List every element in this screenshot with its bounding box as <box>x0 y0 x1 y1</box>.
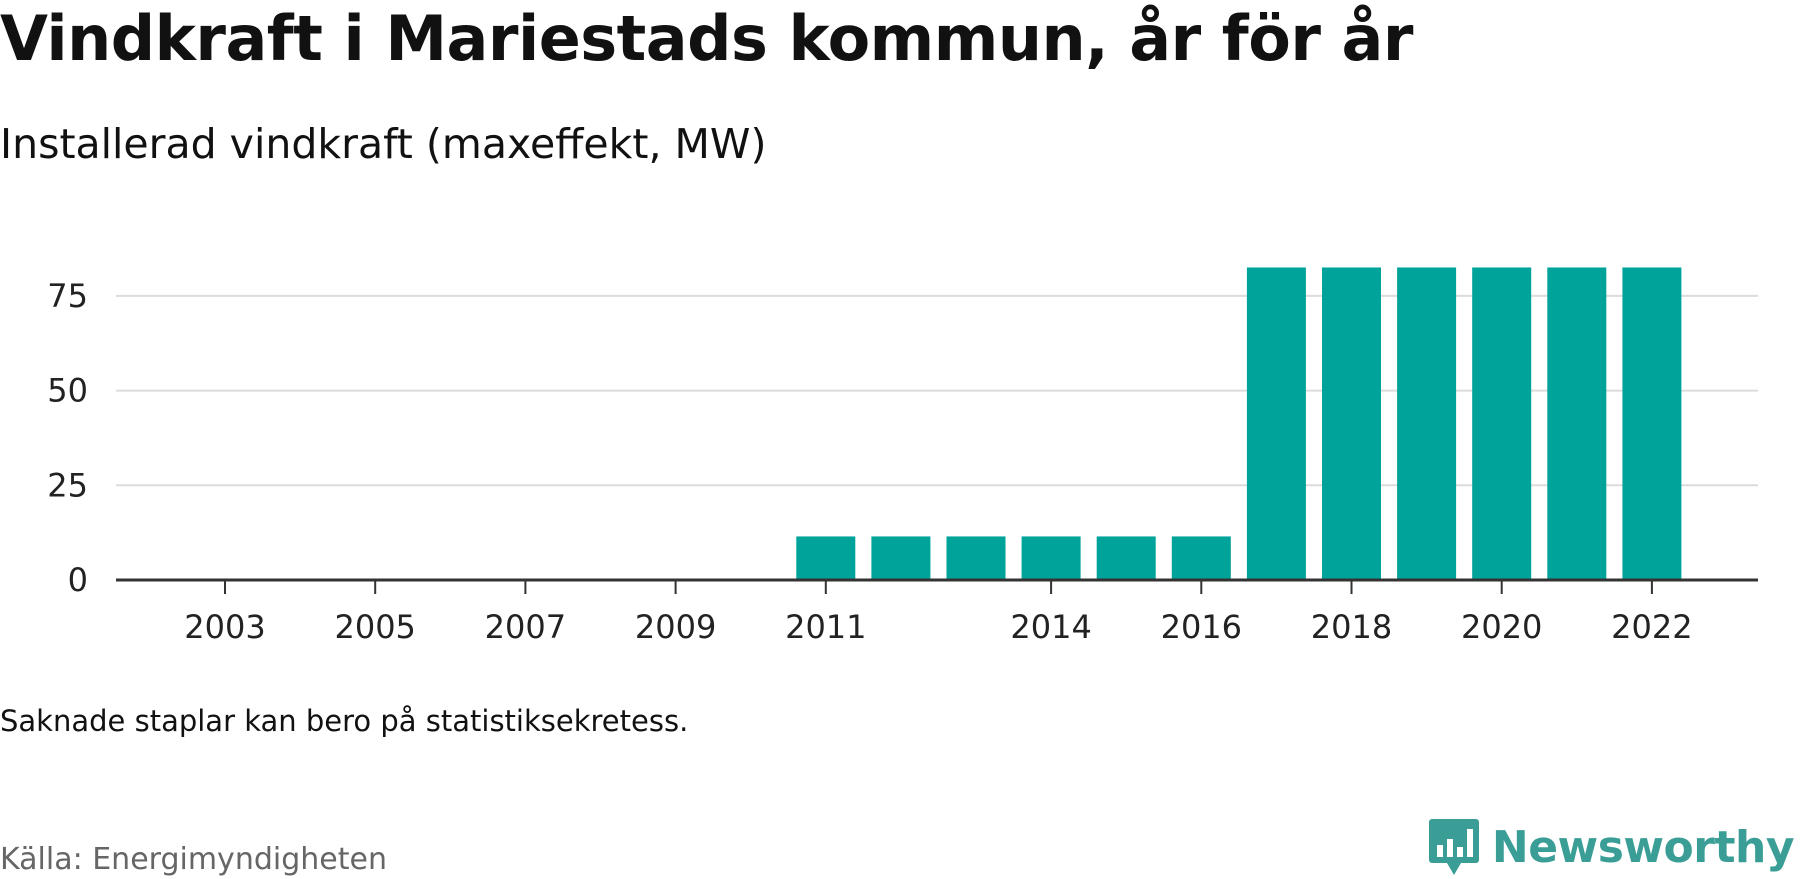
brand-logo: Newsworthy <box>1428 817 1795 877</box>
bar-2019 <box>1397 267 1457 580</box>
x-tick-label: 2007 <box>485 608 566 646</box>
bar-2015 <box>1096 536 1156 580</box>
x-tick-label: 2003 <box>184 608 265 646</box>
chart-title: Vindkraft i Mariestads kommun, år för år <box>0 2 1413 75</box>
x-tick-label: 2022 <box>1611 608 1692 646</box>
y-tick-label: 75 <box>47 277 88 315</box>
bar-2016 <box>1171 536 1231 580</box>
bar-2020 <box>1472 267 1532 580</box>
bar-2021 <box>1547 267 1607 580</box>
x-tick-label: 2005 <box>334 608 415 646</box>
bars <box>796 267 1682 580</box>
bar-2018 <box>1322 267 1381 580</box>
bar-2017 <box>1246 267 1306 580</box>
bar-2013 <box>946 536 1006 580</box>
x-tick-label: 2020 <box>1461 608 1542 646</box>
bar-2014 <box>1021 536 1081 580</box>
x-tick-label: 2014 <box>1010 608 1091 646</box>
chart-subtitle: Installerad vindkraft (maxeffekt, MW) <box>0 120 767 168</box>
x-tick-label: 2009 <box>635 608 716 646</box>
chart-source: Källa: Energimyndigheten <box>0 842 387 877</box>
x-tick-label: 2011 <box>785 608 866 646</box>
bar-2012 <box>871 536 931 580</box>
x-axis-ticks: 2003 2005 2007 2009 2011 2014 2016 2018 2020 2022 <box>184 580 1693 646</box>
x-tick-label: 2016 <box>1161 608 1242 646</box>
y-tick-label: 50 <box>47 372 88 410</box>
chart-note: Saknade staplar kan bero på statistiksek… <box>0 704 689 738</box>
y-tick-label: 25 <box>47 466 88 504</box>
y-tick-label: 0 <box>68 561 88 599</box>
bar-2022 <box>1622 267 1682 580</box>
brand-name: Newsworthy <box>1491 821 1795 873</box>
y-axis-ticks: 0 25 50 75 <box>47 277 88 599</box>
x-tick-label: 2018 <box>1311 608 1392 646</box>
newsworthy-logo-icon <box>1428 819 1479 875</box>
bar-chart: 2003 2005 2007 2009 2011 2014 2016 2018 2020 2022… <box>47 267 1758 646</box>
bar-2011 <box>796 536 856 580</box>
